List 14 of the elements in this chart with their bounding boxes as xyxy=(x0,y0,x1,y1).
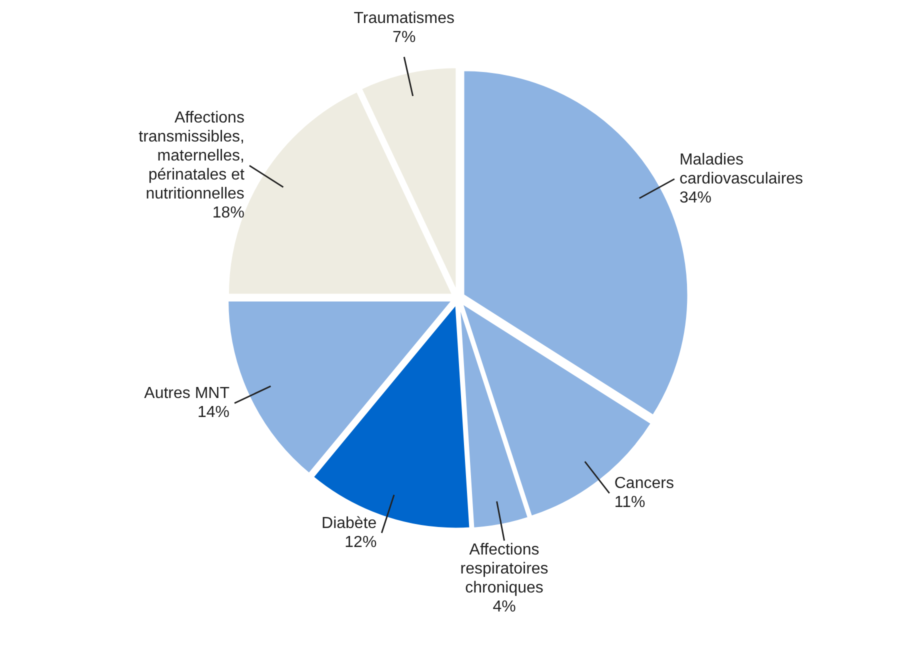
slice-label: Traumatismes xyxy=(354,10,454,27)
slice-label: Cancers xyxy=(614,475,674,492)
data-label: 11% xyxy=(614,494,646,512)
data-label: 34% xyxy=(679,190,712,207)
slice-label: Affections transmissibles, maternelles, périnatales et nutritionnelles xyxy=(138,110,246,203)
data-label: 18% xyxy=(212,204,244,222)
slice-label: Autres MNT xyxy=(144,385,230,402)
data-label: 14% xyxy=(197,404,230,422)
slice-label: Diabète xyxy=(322,514,377,532)
slice-label: Maladies cardiovasculaires xyxy=(679,152,804,188)
data-label: 7% xyxy=(392,28,416,46)
slice-label: Affections respiratoires chroniques xyxy=(460,542,548,597)
data-label: 4% xyxy=(492,598,516,616)
data-label: 12% xyxy=(344,534,377,551)
